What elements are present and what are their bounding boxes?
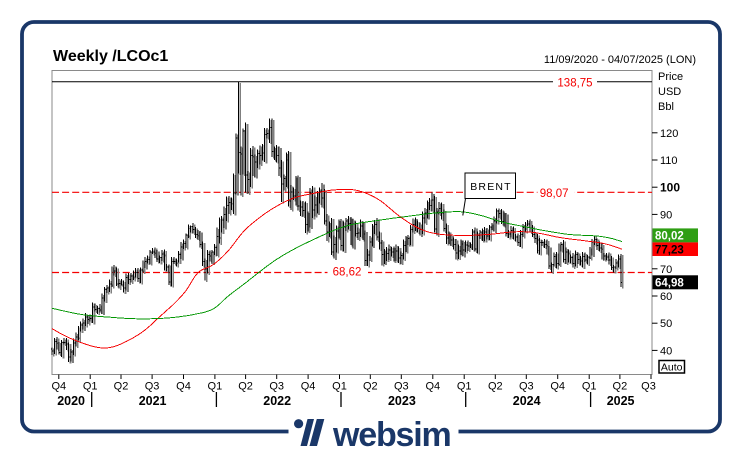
svg-text:Q1: Q1 [457,381,472,393]
svg-text:Auto: Auto [661,361,683,373]
svg-text:Bbl: Bbl [658,101,674,113]
svg-text:Q2: Q2 [363,381,378,393]
svg-text:Q2: Q2 [238,381,253,393]
svg-text:Q4: Q4 [425,381,440,393]
svg-text:68,62: 68,62 [333,267,362,279]
svg-text:Q3: Q3 [641,381,656,393]
svg-text:Q1: Q1 [582,381,597,393]
svg-text:Q1: Q1 [208,381,223,393]
svg-text:Q4: Q4 [51,381,66,393]
svg-text:Q2: Q2 [613,381,628,393]
svg-text:2023: 2023 [388,394,416,408]
svg-text:64,98: 64,98 [655,278,684,290]
svg-text:11/09/2020 - 04/07/2025 (LON): 11/09/2020 - 04/07/2025 (LON) [544,54,696,66]
svg-text:Q3: Q3 [519,381,534,393]
svg-text:100: 100 [660,180,680,194]
svg-text:2022: 2022 [263,394,291,408]
svg-text:77,23: 77,23 [655,244,684,256]
svg-text:Q4: Q4 [550,381,565,393]
svg-text:Q2: Q2 [114,381,129,393]
svg-text:110: 110 [660,155,678,167]
svg-text:120: 120 [660,128,678,140]
svg-text:2020: 2020 [57,394,85,408]
svg-text:60: 60 [660,291,672,303]
svg-text:Q4: Q4 [301,381,316,393]
svg-text:Weekly /LCOc1: Weekly /LCOc1 [53,48,168,65]
svg-text:2025: 2025 [607,394,635,408]
svg-text:Price: Price [658,71,683,83]
svg-text:Q1: Q1 [83,381,98,393]
svg-text:70: 70 [660,264,672,276]
svg-text:138,75: 138,75 [557,78,592,90]
svg-text:90: 90 [660,209,672,221]
svg-text:2024: 2024 [513,394,541,408]
svg-text:Q4: Q4 [176,381,191,393]
svg-text:Q3: Q3 [394,381,409,393]
svg-text:USD: USD [658,86,681,98]
svg-text:2021: 2021 [139,394,167,408]
svg-text:Q1: Q1 [332,381,347,393]
svg-text:Q3: Q3 [269,381,284,393]
svg-text:98,07: 98,07 [540,188,569,200]
svg-text:50: 50 [660,318,672,330]
svg-text:websim: websim [332,416,451,454]
svg-text:Q3: Q3 [145,381,160,393]
svg-text:40: 40 [660,345,672,357]
svg-text:BRENT: BRENT [470,181,512,193]
svg-text:Q2: Q2 [488,381,503,393]
svg-text:80,02: 80,02 [655,231,684,243]
